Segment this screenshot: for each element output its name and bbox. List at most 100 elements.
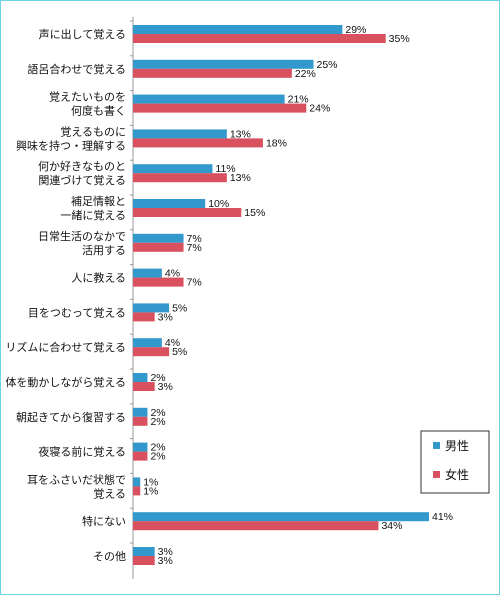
category-label-line: 活用する	[82, 244, 126, 257]
category-label: リズムに合わせて覚える	[5, 340, 126, 354]
data-label-female: 2%	[150, 451, 165, 463]
data-label-female: 15%	[244, 207, 265, 219]
bar-female	[133, 451, 148, 461]
category-label: 覚えたいものを何度も書く	[49, 91, 126, 118]
category-label-line: 目をつむって覚える	[28, 306, 126, 319]
bar-male	[133, 338, 162, 348]
category-label: 特にない	[82, 514, 126, 528]
bar-female	[133, 34, 386, 43]
data-label-male: 2%	[150, 372, 165, 384]
bar-female	[133, 103, 307, 113]
bar-male	[133, 373, 148, 382]
bar-female	[133, 208, 242, 217]
category-label-line: 特にない	[82, 514, 126, 528]
bar-female	[133, 173, 227, 183]
category-label: 日常生活のなかで活用する	[38, 229, 126, 257]
data-label-female: 22%	[295, 68, 316, 80]
data-label-male: 29%	[345, 24, 366, 36]
bar-male	[133, 59, 314, 69]
bar-male	[133, 199, 206, 208]
category-label: 耳をふさいだ状態で覚える	[27, 472, 126, 500]
category-label-line: 耳をふさいだ状態で	[27, 472, 126, 486]
bars-layer: 29%35%25%22%21%24%13%18%11%13%10%15%7%7%…	[133, 24, 453, 567]
data-label-female: 3%	[158, 555, 173, 567]
bar-male	[133, 268, 162, 278]
data-label-male: 25%	[316, 59, 337, 71]
category-label-line: 人に教える	[71, 272, 126, 285]
category-label-line: 覚えたいものを	[49, 91, 126, 104]
category-label: 覚えるものに興味を持つ・理解する	[16, 125, 126, 152]
legend-swatch-female	[433, 471, 440, 478]
category-label: 何か好きなものと関連づけて覚える	[38, 159, 126, 187]
bar-female	[133, 312, 155, 322]
data-label-male: 4%	[165, 337, 180, 349]
category-label-line: 声に出して覚える	[39, 27, 126, 41]
category-label-line: 覚えるものに	[60, 125, 126, 138]
bar-female	[133, 68, 292, 78]
category-label-line: 何度も書く	[71, 104, 126, 118]
category-label: 声に出して覚える	[39, 27, 126, 41]
data-label-female: 7%	[187, 277, 202, 289]
bar-male	[133, 407, 148, 417]
category-label-line: 日常生活のなかで	[38, 229, 126, 243]
bar-female	[133, 138, 263, 148]
bar-male	[133, 164, 213, 174]
data-label-female: 7%	[187, 242, 202, 254]
bar-male	[133, 303, 170, 313]
data-label-male: 2%	[150, 442, 165, 454]
data-label-male: 10%	[208, 198, 229, 210]
category-label: 補足情報と一緒に覚える	[60, 195, 126, 222]
category-label: 体を動かしながら覚える	[5, 375, 126, 389]
bar-female	[133, 416, 148, 426]
data-label-male: 13%	[230, 128, 251, 140]
data-label-female: 35%	[389, 33, 410, 45]
data-label-male: 21%	[288, 94, 309, 106]
category-label-line: 関連づけて覚える	[38, 173, 126, 187]
data-label-male: 41%	[432, 511, 453, 523]
category-label-line: 一緒に覚える	[60, 208, 126, 222]
legend-label-male: 男性	[445, 439, 469, 453]
data-label-female: 5%	[172, 346, 187, 358]
category-label-line: リズムに合わせて覚える	[5, 340, 126, 354]
bar-female	[133, 556, 155, 565]
bar-female	[133, 521, 379, 531]
category-label: 朝起きてから復習する	[16, 411, 126, 424]
bar-male	[133, 442, 148, 452]
data-label-male: 1%	[143, 476, 158, 488]
legend-label-female: 女性	[445, 467, 469, 482]
bar-male	[133, 94, 285, 104]
data-label-female: 3%	[158, 381, 173, 393]
bar-female	[133, 382, 155, 391]
category-label-line: 朝起きてから復習する	[16, 411, 126, 424]
bar-female	[133, 242, 184, 252]
category-label-line: 覚える	[93, 487, 126, 500]
data-label-female: 24%	[309, 103, 330, 115]
data-label-male: 4%	[165, 268, 180, 280]
data-label-male: 5%	[172, 302, 187, 314]
category-label: その他	[93, 550, 126, 563]
bar-male	[133, 233, 184, 243]
bar-male	[133, 129, 227, 139]
data-label-female: 18%	[266, 137, 287, 149]
legend: 男性 女性	[420, 430, 490, 494]
category-label-line: 夜寝る前に覚える	[38, 445, 126, 459]
data-label-male: 2%	[150, 407, 165, 419]
category-label-line: 語呂合わせで覚える	[27, 62, 126, 76]
data-label-female: 3%	[158, 311, 173, 323]
bar-male	[133, 547, 155, 556]
data-label-female: 34%	[381, 520, 402, 532]
bar-female	[133, 486, 141, 496]
data-label-male: 3%	[158, 546, 173, 558]
category-label-line: 何か好きなものと	[38, 159, 126, 173]
category-label-line: 補足情報と	[71, 195, 126, 208]
data-label-female: 13%	[230, 172, 251, 184]
data-label-female: 1%	[143, 485, 158, 497]
category-label: 語呂合わせで覚える	[27, 62, 126, 76]
category-label-line: 体を動かしながら覚える	[5, 375, 126, 389]
category-label: 目をつむって覚える	[28, 306, 126, 319]
data-label-male: 11%	[215, 163, 235, 175]
bar-female	[133, 347, 170, 357]
legend-swatch-male	[433, 442, 440, 449]
